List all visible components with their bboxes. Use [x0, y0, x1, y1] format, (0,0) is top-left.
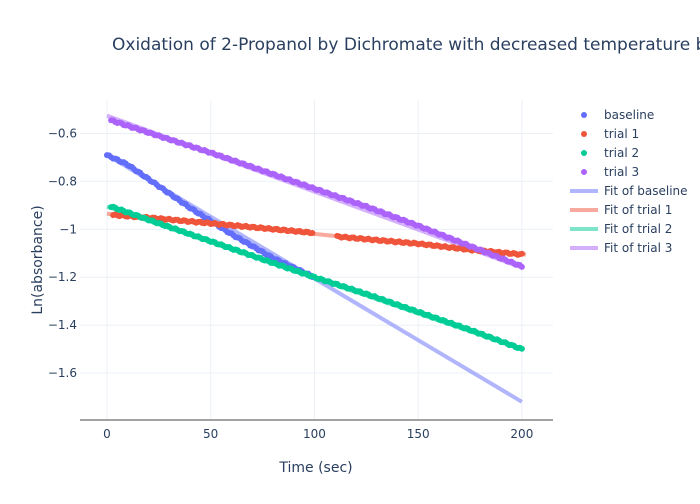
- legend-label: trial 2: [604, 146, 639, 160]
- legend-label: trial 3: [604, 165, 639, 179]
- x-tick-label: 150: [407, 427, 430, 441]
- grid: [80, 100, 553, 420]
- legend-item-4[interactable]: Fit of baseline: [570, 184, 688, 198]
- y-tick-label: −1: [59, 222, 77, 236]
- legend-label: trial 1: [604, 127, 639, 141]
- legend-item-6[interactable]: Fit of trial 2: [570, 222, 672, 236]
- data-point: [518, 345, 525, 352]
- legend-label: Fit of trial 2: [604, 222, 672, 236]
- ticks: 0 50 100 150 200 −0.6 −0.8 −1 −1.2 −1.4 −1.6: [48, 127, 533, 441]
- legend-marker-symbol: [581, 150, 587, 156]
- legend-label: Fit of trial 3: [604, 241, 672, 255]
- legend-item-7[interactable]: Fit of trial 3: [570, 241, 672, 255]
- x-tick-label: 50: [203, 427, 218, 441]
- legend-label: Fit of baseline: [604, 184, 688, 198]
- legend[interactable]: baseline trial 1 trial 2 trial 3 Fit of base…: [570, 108, 688, 255]
- y-tick-label: −0.8: [48, 174, 77, 188]
- chart-title: Oxidation of 2-Propanol by Dichromate wi…: [112, 35, 700, 55]
- x-axis-label: Time (sec): [278, 460, 352, 476]
- y-tick-label: −1.6: [48, 366, 77, 380]
- y-tick-label: −0.6: [48, 127, 77, 141]
- legend-label: Fit of trial 1: [604, 203, 672, 217]
- y-tick-label: −1.2: [48, 270, 77, 284]
- legend-item-1[interactable]: trial 1: [581, 127, 639, 141]
- data-point: [309, 229, 316, 236]
- data-point: [518, 250, 525, 257]
- x-tick-label: 200: [510, 427, 533, 441]
- legend-item-2[interactable]: trial 2: [581, 146, 639, 160]
- y-tick-label: −1.4: [48, 318, 77, 332]
- data-points: [103, 117, 525, 352]
- legend-item-3[interactable]: trial 3: [581, 165, 639, 179]
- legend-marker-symbol: [581, 131, 587, 137]
- legend-item-0[interactable]: baseline: [581, 108, 654, 122]
- legend-item-5[interactable]: Fit of trial 1: [570, 203, 672, 217]
- legend-label: baseline: [604, 108, 654, 122]
- x-tick-label: 100: [303, 427, 326, 441]
- legend-marker-symbol: [581, 169, 587, 175]
- y-axis-label: Ln(absorbance): [30, 205, 46, 314]
- fit-lines: [105, 113, 527, 404]
- legend-marker-symbol: [581, 112, 587, 118]
- x-tick-label: 0: [103, 427, 111, 441]
- data-point: [518, 263, 525, 270]
